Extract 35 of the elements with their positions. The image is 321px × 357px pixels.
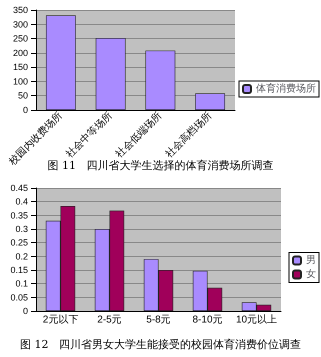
text: 图 12 四川省男女大学生能接受的校园体育消费价位调查 xyxy=(20,338,301,351)
bar xyxy=(46,15,76,110)
x-tick-label: 8-10元 xyxy=(192,314,223,326)
y-tick-label: 0.35 xyxy=(10,210,28,220)
y-tick-label: 50 xyxy=(18,90,28,101)
bar xyxy=(145,50,176,110)
x-tick-label: 2-5元 xyxy=(97,314,122,326)
y-tick-label: 150 xyxy=(12,62,28,72)
bar xyxy=(195,93,226,110)
y-tick-label: 300 xyxy=(12,19,28,30)
legend-label: 体育消费场所 xyxy=(256,82,316,94)
y-tick-label: 0 xyxy=(22,306,28,316)
y-tick-label: 0.05 xyxy=(10,292,28,302)
y-tick-label: 0.15 xyxy=(10,265,28,275)
y-tick-label: 0 xyxy=(22,105,28,115)
y-tick-label: 350 xyxy=(12,5,28,15)
legend-label: 男 xyxy=(306,255,316,266)
x-tick-label: 社会高档场所 xyxy=(163,109,214,160)
y-tick-label: 0.1 xyxy=(15,278,28,289)
x-tick-label: 2元以下 xyxy=(42,314,78,326)
y-tick-label: 0.45 xyxy=(10,183,28,193)
y-tick-label: 0.25 xyxy=(10,238,28,248)
y-tick-label: 250 xyxy=(12,34,28,44)
x-tick-label: 10元以上 xyxy=(236,314,278,326)
y-tick-label: 0.3 xyxy=(15,224,28,234)
x-tick-label: 社会中等场所 xyxy=(64,109,115,160)
y-tick-label: 0.2 xyxy=(15,251,28,262)
y-tick-label: 0.4 xyxy=(15,196,28,207)
y-tick-label: 200 xyxy=(12,48,28,58)
text: 图 11 四川省大学生选择的体育消费场所调查 xyxy=(48,159,274,172)
y-tick-label: 100 xyxy=(12,76,28,86)
legend-label: 女 xyxy=(306,268,316,280)
x-tick-label: 5-8元 xyxy=(146,314,171,326)
bar xyxy=(96,38,126,110)
x-tick-label: 社会低端场所 xyxy=(113,109,164,160)
